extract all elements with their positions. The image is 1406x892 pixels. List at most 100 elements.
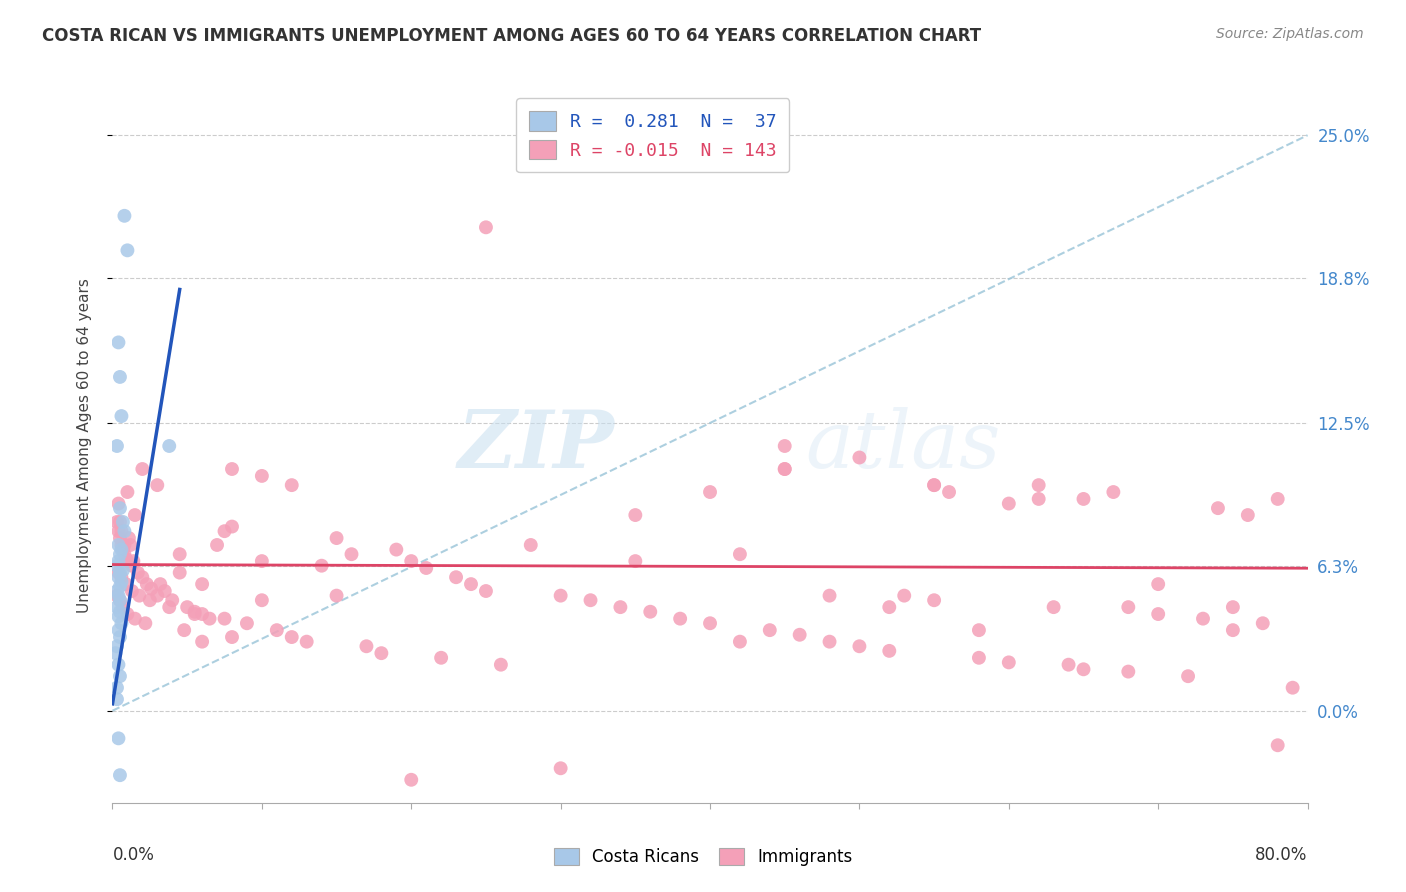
Point (104, 646, 127, 660)
Point (128, 589, 150, 603)
Point (879, 644, 901, 658)
Point (146, 589, 169, 603)
Point (157, 439, 180, 453)
Point (141, 582, 163, 596)
Point (108, 501, 131, 516)
Point (198, 612, 221, 626)
Point (848, 450, 870, 465)
Point (250, 469, 273, 483)
Point (550, 589, 572, 603)
Point (131, 570, 153, 584)
Point (401, 772, 423, 787)
Point (325, 531, 347, 545)
Point (640, 605, 662, 619)
Point (105, 584, 128, 599)
Point (848, 640, 870, 654)
Point (1118, 665, 1140, 679)
Point (281, 478, 304, 492)
Point (110, 524, 132, 538)
Point (108, 531, 131, 545)
Point (520, 538, 543, 552)
Point (1281, 681, 1303, 695)
Text: 80.0%: 80.0% (1256, 846, 1308, 863)
Point (105, 692, 128, 706)
Point (110, 542, 132, 557)
Point (818, 589, 841, 603)
Point (121, 584, 143, 599)
Point (121, 558, 143, 573)
Point (1251, 616, 1274, 631)
Point (124, 508, 146, 522)
Point (922, 478, 945, 492)
Point (107, 524, 129, 538)
Text: 0.0%: 0.0% (112, 846, 155, 863)
Point (938, 485, 960, 500)
Point (624, 554, 647, 568)
Point (475, 220, 498, 235)
Point (183, 605, 205, 619)
Point (135, 577, 157, 591)
Point (111, 515, 134, 529)
Point (117, 554, 139, 568)
Point (205, 538, 228, 552)
Point (107, 497, 129, 511)
Point (699, 616, 721, 631)
Point (107, 566, 129, 580)
Point (108, 515, 131, 529)
Point (1057, 657, 1080, 672)
Point (624, 508, 647, 522)
Point (430, 650, 453, 665)
Point (139, 593, 162, 607)
Point (105, 600, 128, 615)
Point (893, 589, 915, 603)
Text: Source: ZipAtlas.com: Source: ZipAtlas.com (1216, 27, 1364, 41)
Point (117, 485, 139, 500)
Point (221, 630, 243, 644)
Point (134, 616, 156, 631)
Y-axis label: Unemployment Among Ages 60 to 64 years: Unemployment Among Ages 60 to 64 years (77, 278, 91, 614)
Legend: R =  0.281  N =  37, R = -0.015  N = 143: R = 0.281 N = 37, R = -0.015 N = 143 (516, 98, 789, 172)
Point (108, 579, 131, 593)
Point (250, 554, 273, 568)
Point (728, 547, 751, 561)
Point (1147, 577, 1170, 591)
Point (105, 640, 128, 654)
Point (108, 605, 131, 619)
Point (149, 577, 172, 591)
Point (214, 612, 236, 626)
Point (460, 577, 482, 591)
Point (111, 563, 134, 577)
Point (105, 515, 128, 529)
Point (105, 681, 128, 695)
Point (699, 485, 721, 500)
Point (669, 612, 692, 626)
Point (108, 593, 131, 607)
Point (728, 634, 751, 648)
Point (169, 547, 191, 561)
Point (146, 478, 169, 492)
Point (107, 623, 129, 637)
Point (107, 570, 129, 584)
Point (922, 593, 945, 607)
Point (1267, 491, 1289, 506)
Point (162, 593, 183, 607)
Point (1073, 662, 1095, 676)
Point (117, 607, 139, 621)
Point (401, 554, 423, 568)
Point (250, 593, 273, 607)
Point (967, 650, 990, 665)
Point (110, 409, 132, 423)
Point (1147, 607, 1170, 621)
Point (1222, 600, 1244, 615)
Point (107, 589, 129, 603)
Point (1073, 491, 1095, 506)
Point (107, 554, 129, 568)
Point (105, 558, 128, 573)
Point (1042, 600, 1064, 615)
Point (385, 542, 408, 557)
Text: COSTA RICAN VS IMMIGRANTS UNEMPLOYMENT AMONG AGES 60 TO 64 YEARS CORRELATION CHA: COSTA RICAN VS IMMIGRANTS UNEMPLOYMENT A… (42, 27, 981, 45)
Point (110, 538, 132, 552)
Point (110, 570, 132, 584)
Point (114, 524, 135, 538)
Point (107, 609, 129, 624)
